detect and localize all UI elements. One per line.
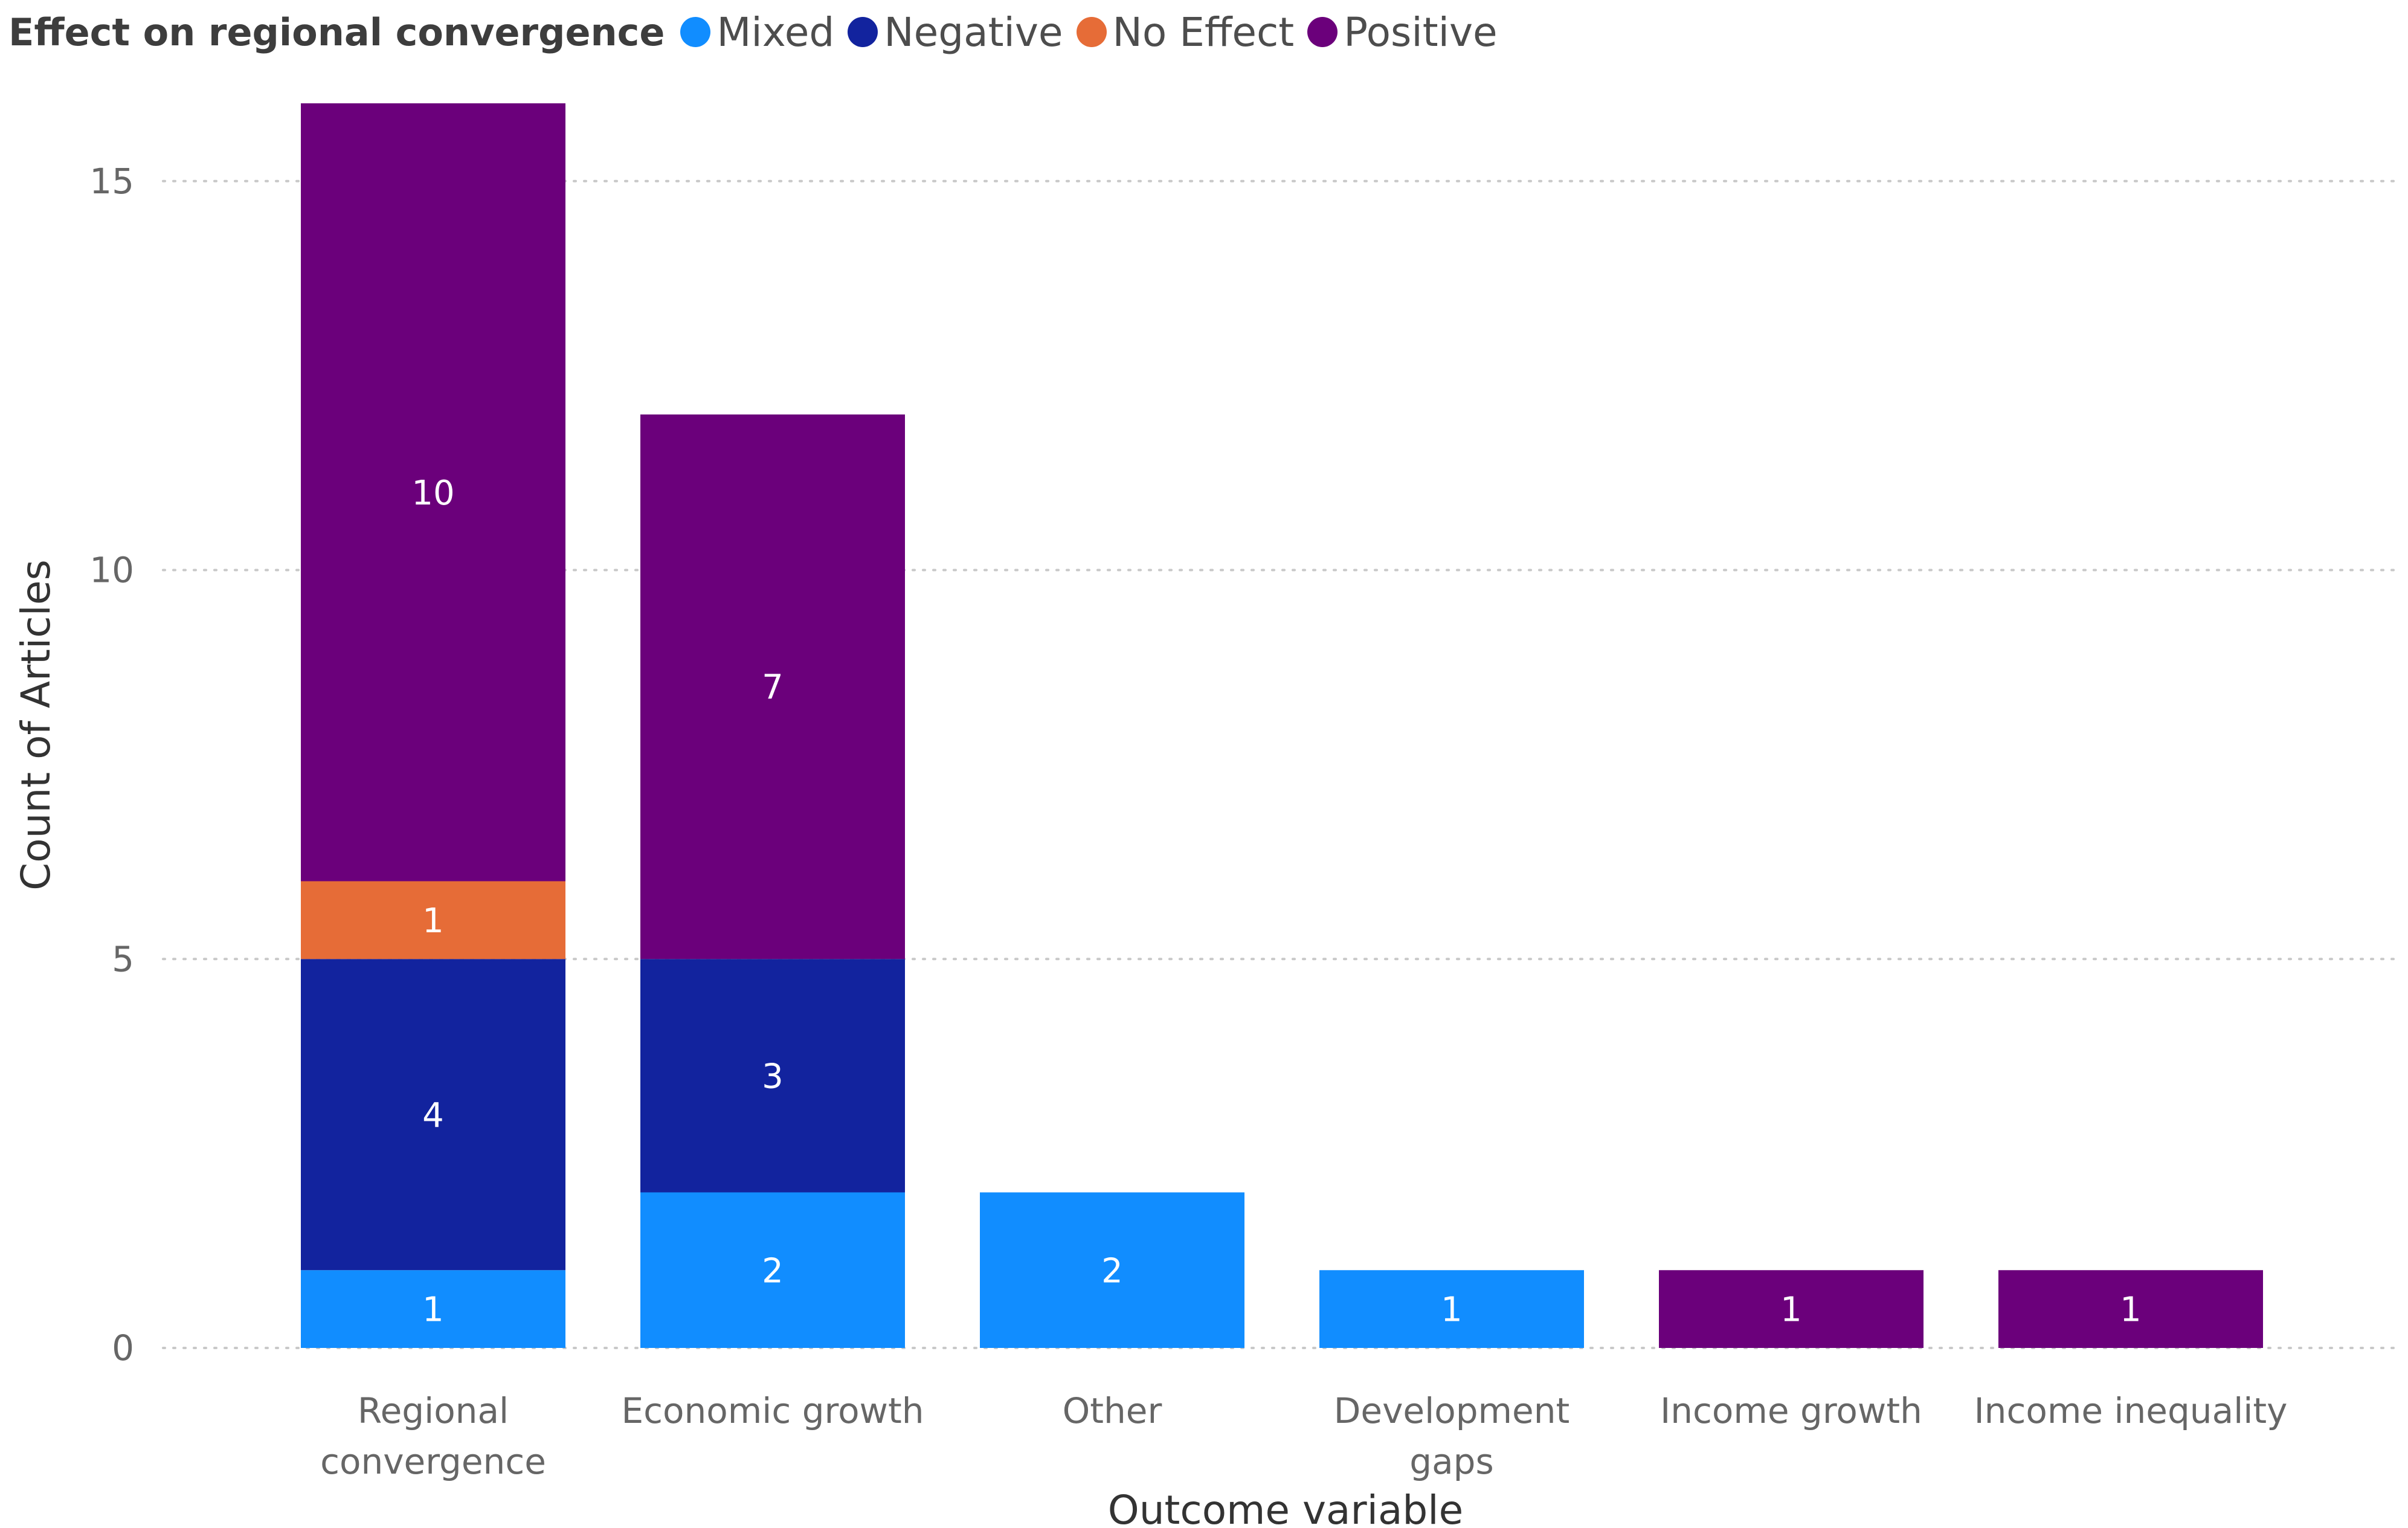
legend-item-negative: Negative bbox=[848, 9, 1063, 56]
legend-item-mixed: Mixed bbox=[680, 9, 834, 56]
gridlines bbox=[162, 179, 2403, 1349]
x-category-label: Regional convergence bbox=[320, 1390, 546, 1482]
y-tick-label: 5 bbox=[112, 938, 134, 979]
legend-items: Mixed Negative No Effect Positive bbox=[680, 9, 1510, 56]
x-axis-categories: Regional convergence Economic growth Other D… bbox=[320, 1390, 2287, 1482]
data-label: 1 bbox=[2120, 1291, 2142, 1330]
bars bbox=[301, 103, 2263, 1348]
data-labels: 1 4 1 10 2 3 7 2 1 1 1 bbox=[411, 474, 2141, 1330]
legend-title: Effect on regional convergence bbox=[8, 10, 665, 54]
bar-segment-negative[interactable] bbox=[640, 959, 905, 1193]
chart-legend: Effect on regional convergence Mixed Nega… bbox=[8, 5, 1511, 59]
data-label: 1 bbox=[1441, 1291, 1463, 1330]
y-tick-label: 0 bbox=[112, 1327, 134, 1368]
x-category-label: Income inequality bbox=[1974, 1390, 2288, 1431]
legend-marker bbox=[680, 17, 711, 47]
data-label: 10 bbox=[411, 474, 454, 513]
legend-marker bbox=[848, 17, 878, 47]
data-label: 7 bbox=[762, 668, 784, 708]
bar-segment-positive[interactable] bbox=[640, 414, 905, 959]
x-category-label: Economic growth bbox=[621, 1390, 924, 1431]
bar-segment-mixed[interactable] bbox=[980, 1192, 1244, 1349]
data-label: 1 bbox=[1780, 1291, 1802, 1330]
legend-label: Positive bbox=[1344, 8, 1498, 56]
y-tick-label: 10 bbox=[89, 550, 134, 591]
legend-marker bbox=[1307, 17, 1338, 47]
data-label: 1 bbox=[422, 1291, 444, 1330]
x-category-label: Income growth bbox=[1660, 1390, 1922, 1431]
legend-item-positive: Positive bbox=[1307, 8, 1498, 56]
bar-segment-positive[interactable] bbox=[1998, 1270, 2263, 1348]
data-label: 4 bbox=[422, 1096, 444, 1135]
x-category-label: Other bbox=[1063, 1390, 1162, 1431]
bar-segment-negative[interactable] bbox=[301, 959, 565, 1271]
y-axis-ticks: 0 5 10 15 bbox=[89, 161, 134, 1368]
bar-segment-mixed[interactable] bbox=[640, 1192, 905, 1349]
data-label: 2 bbox=[762, 1251, 784, 1291]
y-axis-title: Count of Articles bbox=[13, 559, 59, 891]
bar-segment-positive[interactable] bbox=[1659, 1270, 1924, 1348]
legend-item-no-effect: No Effect bbox=[1076, 8, 1295, 56]
data-label: 3 bbox=[762, 1057, 784, 1096]
x-category-label: Development gaps bbox=[1334, 1390, 1569, 1482]
legend-label: Mixed bbox=[716, 8, 835, 56]
bar-segment-positive[interactable] bbox=[301, 103, 565, 882]
legend-marker bbox=[1076, 17, 1107, 47]
data-label: 2 bbox=[1101, 1251, 1123, 1291]
legend-label: No Effect bbox=[1112, 8, 1295, 56]
bar-segment-no-effect[interactable] bbox=[301, 881, 565, 959]
legend-label: Negative bbox=[884, 8, 1063, 56]
bar-segment-mixed[interactable] bbox=[1319, 1270, 1584, 1348]
y-tick-label: 15 bbox=[89, 161, 134, 202]
x-axis-title: Outcome variable bbox=[1108, 1487, 1463, 1528]
data-label: 1 bbox=[422, 901, 444, 941]
bar-segment-mixed[interactable] bbox=[301, 1270, 565, 1348]
